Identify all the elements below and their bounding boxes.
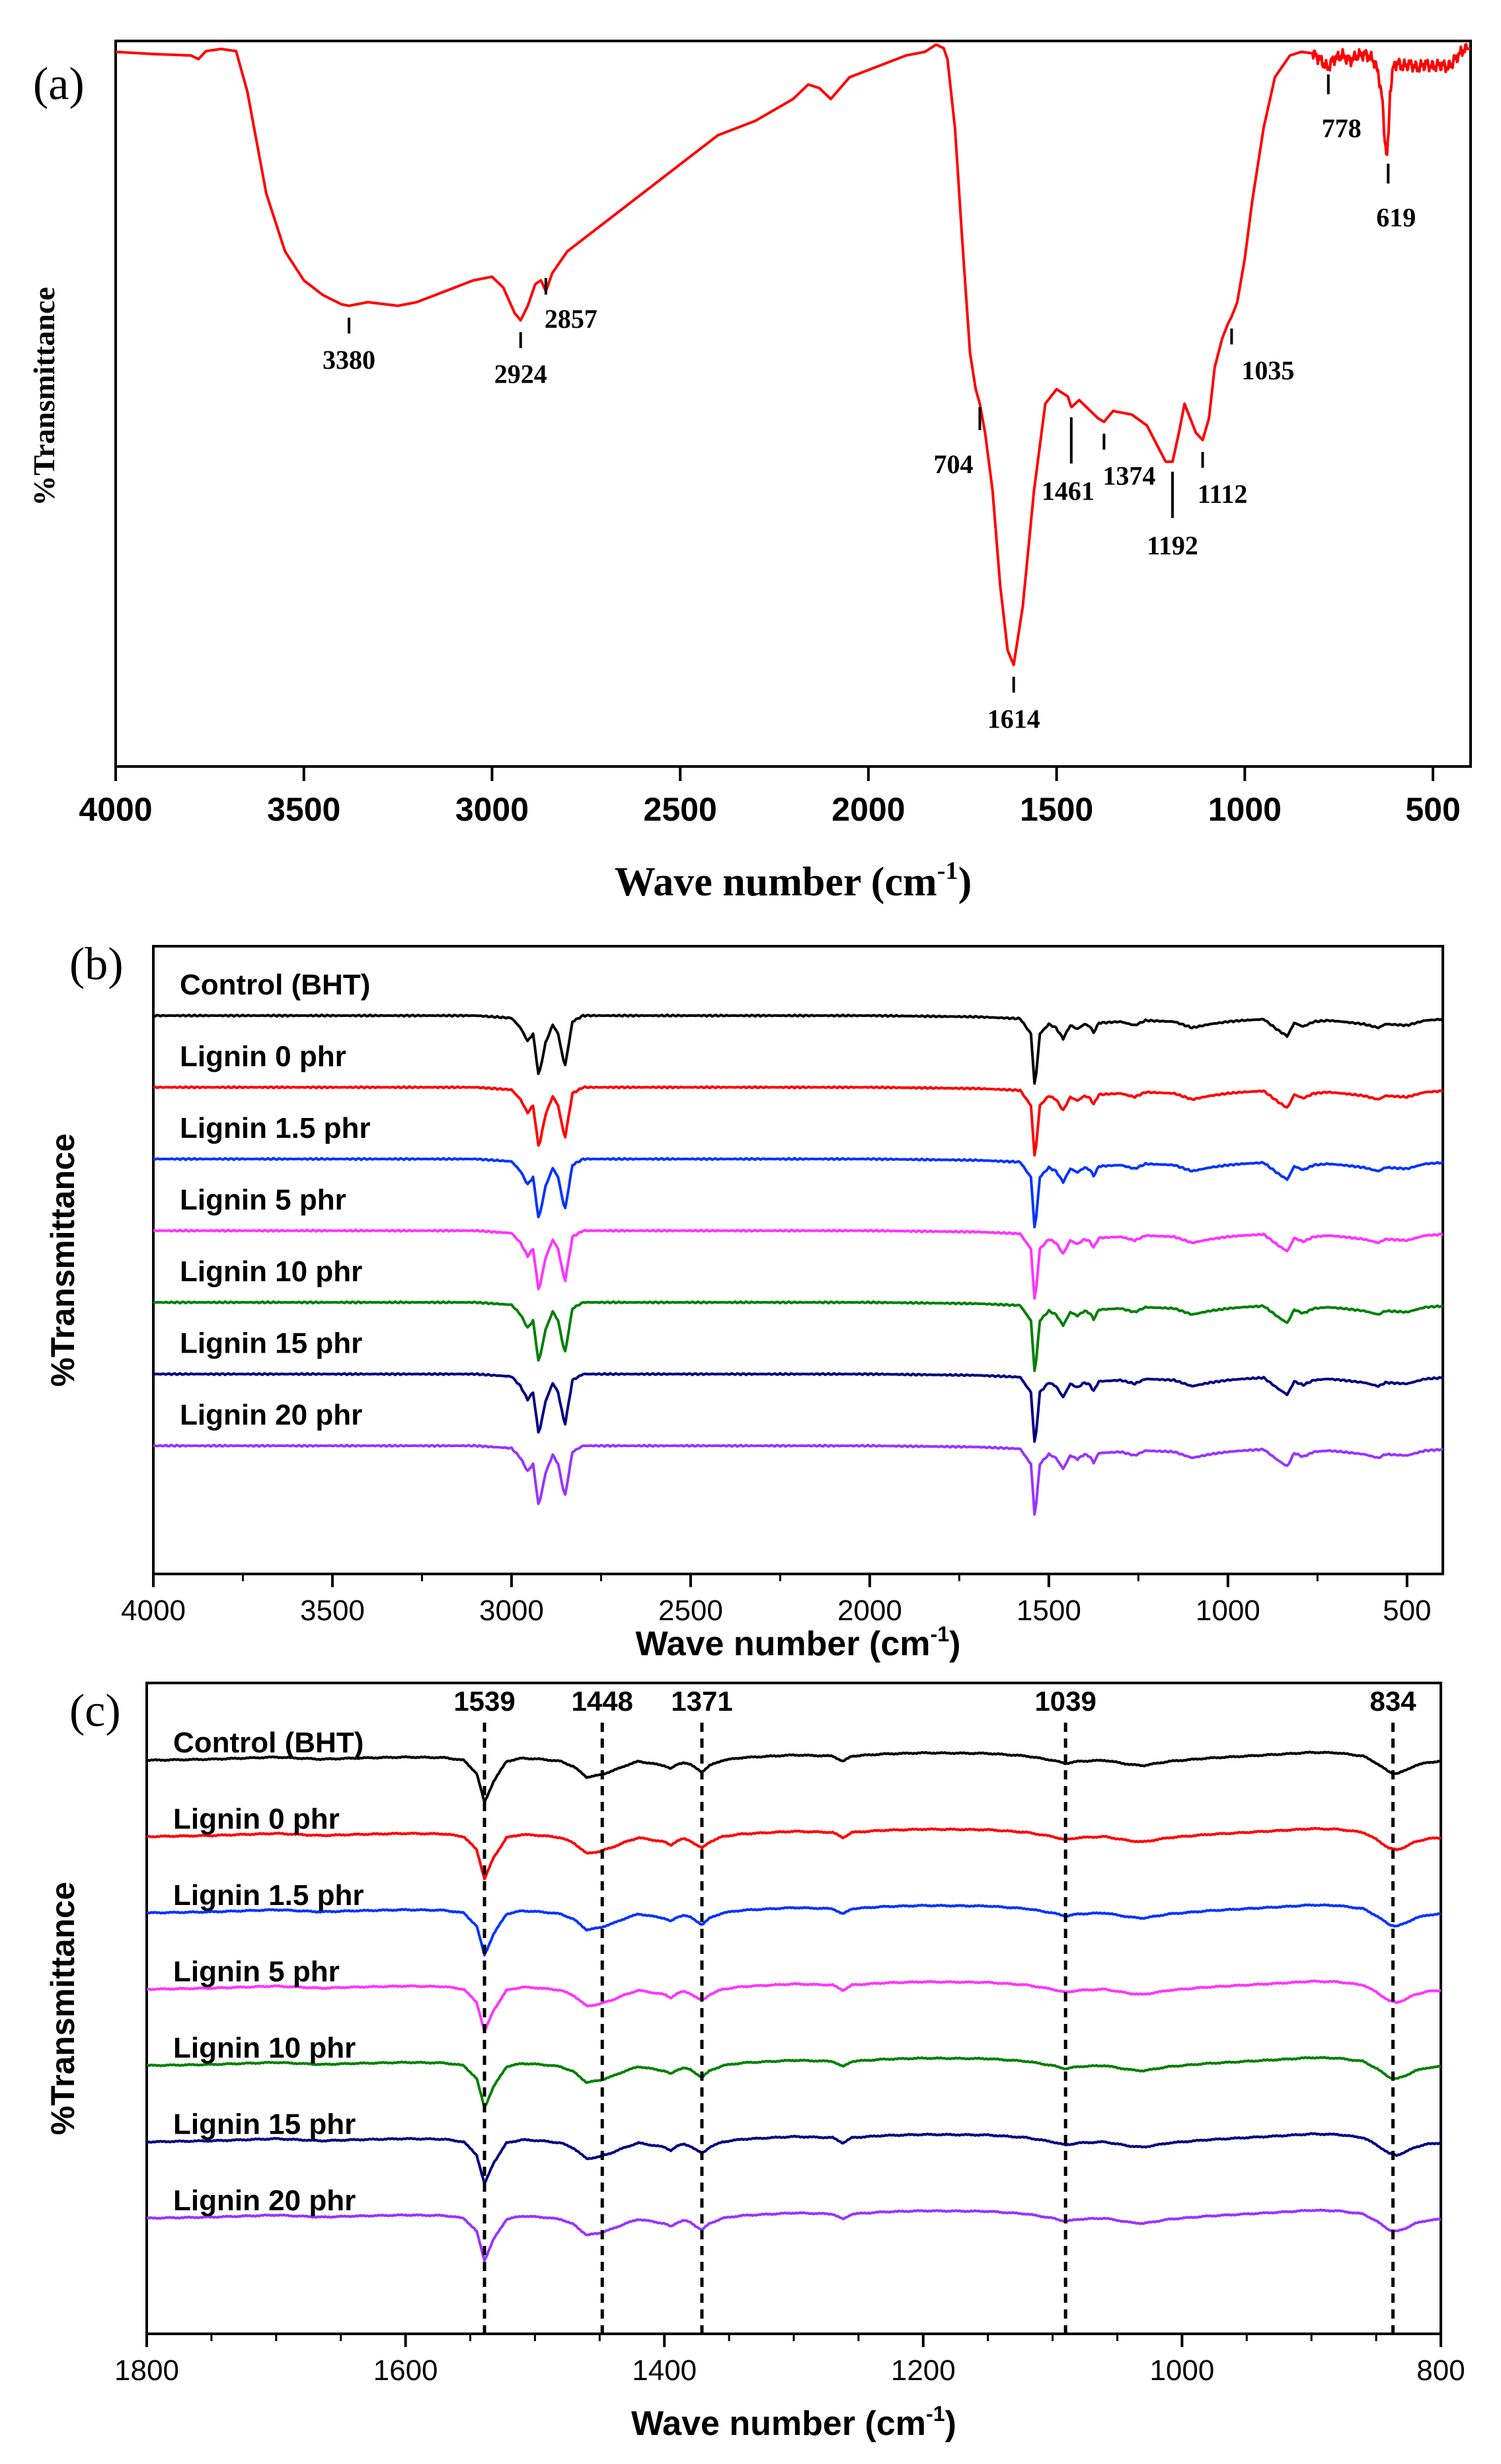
x-tick-label: 1600 <box>373 2354 438 2387</box>
x-tick-label: 1000 <box>1196 1594 1260 1627</box>
peak-label: 2857 <box>545 304 597 334</box>
legend-label: Lignin 5 phr <box>180 1184 346 1216</box>
peak-label: 1374 <box>1102 461 1155 490</box>
x-tick-label: 3500 <box>267 791 340 828</box>
panel-a: (a) 4000 3500 3000 2500 2000 1500 1000 500 %Trans… <box>27 40 1472 905</box>
series-line <box>146 1750 1441 1804</box>
series-line <box>153 1013 1444 1085</box>
x-tick-label: 3000 <box>479 1594 544 1627</box>
plot-frame <box>145 1682 1442 2335</box>
plot-frame <box>114 40 1472 768</box>
panel-label: (a) <box>33 59 85 110</box>
peak-label: 1614 <box>987 704 1040 733</box>
reference-label: 834 <box>1370 1686 1417 1717</box>
x-tick-label: 800 <box>1416 2354 1465 2387</box>
series-line <box>146 2132 1442 2186</box>
plot-frame <box>152 945 1444 1575</box>
reference-label: 1039 <box>1034 1686 1096 1717</box>
x-tick-label: 1000 <box>1208 791 1282 828</box>
legend-label: Lignin 1.5 phr <box>173 1879 364 1912</box>
legend-label: Lignin 15 phr <box>180 1327 362 1360</box>
legend-label: Lignin 10 phr <box>173 2032 356 2064</box>
panel-c: (c) 1800 1600 1400 1200 1000 800 %Transmittance… <box>44 1682 1465 2443</box>
x-tick-label: 1200 <box>891 2354 956 2387</box>
legend-label: Control (BHT) <box>173 1727 364 1759</box>
x-tick-label: 4000 <box>121 1594 186 1627</box>
series-line <box>153 1085 1444 1157</box>
peak-label: 1461 <box>1042 476 1095 505</box>
peak-label: 1112 <box>1198 479 1248 509</box>
x-tick-label: 3000 <box>455 791 529 828</box>
series-line <box>153 1443 1443 1516</box>
series-line <box>153 1156 1444 1229</box>
peak-label: 1192 <box>1147 531 1198 560</box>
legend-label: Lignin 1.5 phr <box>180 1112 370 1144</box>
x-tick-label: 1400 <box>632 2354 697 2387</box>
y-axis-label: %Transmittance <box>44 1882 81 2135</box>
x-axis-label: Wave number (cm-1) <box>631 2402 956 2443</box>
x-tick-label: 2000 <box>831 791 905 828</box>
series-line <box>146 1979 1442 2033</box>
x-tick-label: 2500 <box>644 791 717 828</box>
x-tick-label: 2500 <box>658 1594 723 1627</box>
reference-label: 1371 <box>671 1686 732 1717</box>
legend-label: Lignin 0 phr <box>173 1803 340 1836</box>
series-line <box>153 1228 1443 1300</box>
legend-label: Lignin 15 phr <box>173 2109 356 2141</box>
series-line <box>153 1372 1443 1443</box>
legend-label: Lignin 20 phr <box>173 2184 356 2217</box>
series-line <box>146 1903 1442 1957</box>
series-line <box>146 2208 1442 2262</box>
x-tick-label: 2000 <box>837 1594 902 1627</box>
x-tick-label: 1500 <box>1020 791 1093 828</box>
legend-label: Lignin 0 phr <box>180 1041 346 1073</box>
reference-label: 1448 <box>571 1686 633 1717</box>
x-tick-label: 500 <box>1405 791 1460 828</box>
y-axis-label: %Transmittance <box>27 287 61 505</box>
peak-label: 619 <box>1376 203 1416 233</box>
panel-b: (b) 4000 3500 3000 2500 2000 1500 1000 500 %Trans… <box>44 939 1444 1663</box>
legend-label: Control (BHT) <box>180 969 370 1001</box>
x-tick-label: 1800 <box>114 2354 179 2387</box>
x-tick-label: 1500 <box>1017 1594 1081 1627</box>
legend-label: Lignin 10 phr <box>180 1255 362 1288</box>
peak-label: 1035 <box>1241 355 1294 385</box>
panel-label: (b) <box>69 939 124 990</box>
x-tick-label: 1000 <box>1149 2354 1214 2387</box>
reference-label: 1539 <box>453 1686 515 1717</box>
legend-label: Lignin 20 phr <box>180 1399 362 1431</box>
series-line <box>146 2056 1442 2110</box>
x-axis-label: Wave number (cm-1) <box>636 1622 961 1663</box>
legend-label: Lignin 5 phr <box>173 1956 340 1988</box>
series-line <box>146 1826 1442 1881</box>
peak-label: 704 <box>933 449 973 479</box>
peak-label: 3380 <box>323 345 375 375</box>
y-axis-label: %Transmittance <box>44 1133 81 1386</box>
x-tick-label: 500 <box>1383 1594 1431 1627</box>
peak-label: 778 <box>1322 114 1362 143</box>
x-axis-label: Wave number (cm-1) <box>615 857 972 905</box>
panel-label: (c) <box>69 1686 121 1736</box>
x-tick-label: 4000 <box>79 791 152 828</box>
x-tick-label: 3500 <box>300 1594 365 1627</box>
peak-label: 2924 <box>494 359 547 389</box>
spectrum-line <box>115 43 1471 667</box>
series-line <box>153 1300 1444 1372</box>
